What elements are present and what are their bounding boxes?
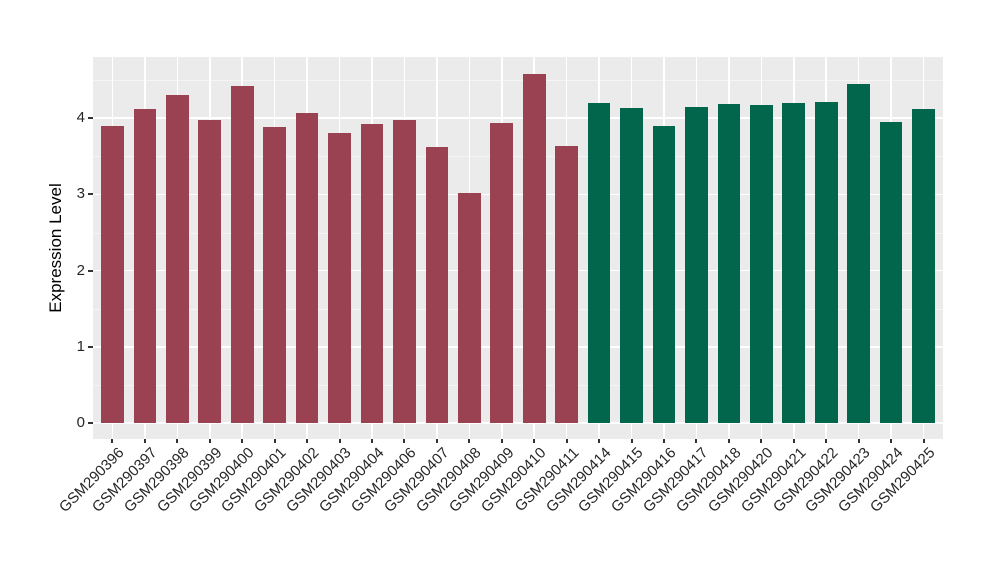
x-tick-mark <box>825 439 828 443</box>
x-tick-mark <box>111 439 114 443</box>
y-tick-mark <box>88 345 93 348</box>
major-gridline <box>93 117 943 119</box>
x-tick-mark <box>727 439 730 443</box>
major-gridline <box>93 346 943 348</box>
bar-GSM290397 <box>133 109 157 423</box>
minor-gridline <box>93 384 943 386</box>
bar-GSM290415 <box>620 108 643 423</box>
bar-GSM290416 <box>652 125 676 423</box>
bar-GSM290409 <box>490 122 514 423</box>
bar-GSM290403 <box>328 132 351 423</box>
x-tick-mark <box>695 439 698 443</box>
bar-GSM290404 <box>360 124 384 423</box>
y-tick-mark <box>88 269 93 272</box>
y-tick-label: 2 <box>76 261 85 279</box>
bar-GSM290408 <box>457 192 481 423</box>
bar-GSM290423 <box>847 83 870 423</box>
x-tick-mark <box>208 439 211 443</box>
x-tick-mark <box>468 439 471 443</box>
bar-GSM290425 <box>912 109 935 423</box>
x-tick-mark <box>176 439 179 443</box>
x-tick-mark <box>922 439 925 443</box>
bar-GSM290421 <box>782 102 806 423</box>
bar-GSM290402 <box>295 112 319 423</box>
x-tick-mark <box>890 439 893 443</box>
major-gridline <box>93 269 943 272</box>
bar-GSM290398 <box>166 94 189 423</box>
y-tick-label: 1 <box>76 337 85 355</box>
bar-GSM290411 <box>555 146 578 423</box>
x-tick-mark <box>533 439 536 443</box>
x-tick-mark <box>565 439 568 443</box>
x-tick-mark <box>143 439 146 443</box>
minor-gridline <box>93 232 943 234</box>
x-tick-mark <box>792 439 795 443</box>
y-tick-mark <box>88 117 93 120</box>
bar-GSM290418 <box>717 104 741 423</box>
x-tick-mark <box>500 439 503 443</box>
major-gridline <box>93 422 943 424</box>
x-tick-mark <box>241 439 244 443</box>
x-tick-mark <box>371 439 373 443</box>
minor-gridline <box>93 308 943 310</box>
major-gridline <box>93 193 943 196</box>
bar-GSM290400 <box>230 86 254 423</box>
bar-GSM290406 <box>393 119 416 423</box>
bar-GSM290414 <box>587 102 611 423</box>
plot-panel <box>93 57 943 439</box>
bar-GSM290420 <box>749 105 773 423</box>
x-tick-mark <box>630 439 633 443</box>
y-tick-mark <box>88 193 93 196</box>
x-tick-mark <box>273 439 276 443</box>
minor-gridline <box>93 156 943 158</box>
x-tick-mark <box>306 439 309 443</box>
x-tick-mark <box>338 439 341 443</box>
x-tick-mark <box>598 439 601 443</box>
minor-gridline <box>93 80 943 82</box>
bar-GSM290399 <box>198 119 222 423</box>
y-tick-label: 0 <box>76 414 85 431</box>
bar-GSM290396 <box>101 125 124 423</box>
bar-GSM290422 <box>814 102 838 423</box>
bar-GSM290410 <box>522 74 546 423</box>
bar-GSM290417 <box>685 106 708 423</box>
x-tick-mark <box>662 439 665 443</box>
bar-GSM290401 <box>263 126 287 423</box>
bar-GSM290424 <box>879 122 903 423</box>
x-tick-mark <box>760 439 763 443</box>
x-tick-mark <box>403 439 406 443</box>
bar-GSM290407 <box>425 147 449 423</box>
y-tick-label: 4 <box>76 109 85 127</box>
y-tick-mark <box>88 422 93 424</box>
x-tick-mark <box>435 439 438 443</box>
x-tick-mark <box>857 439 860 443</box>
y-tick-label: 3 <box>76 185 85 203</box>
